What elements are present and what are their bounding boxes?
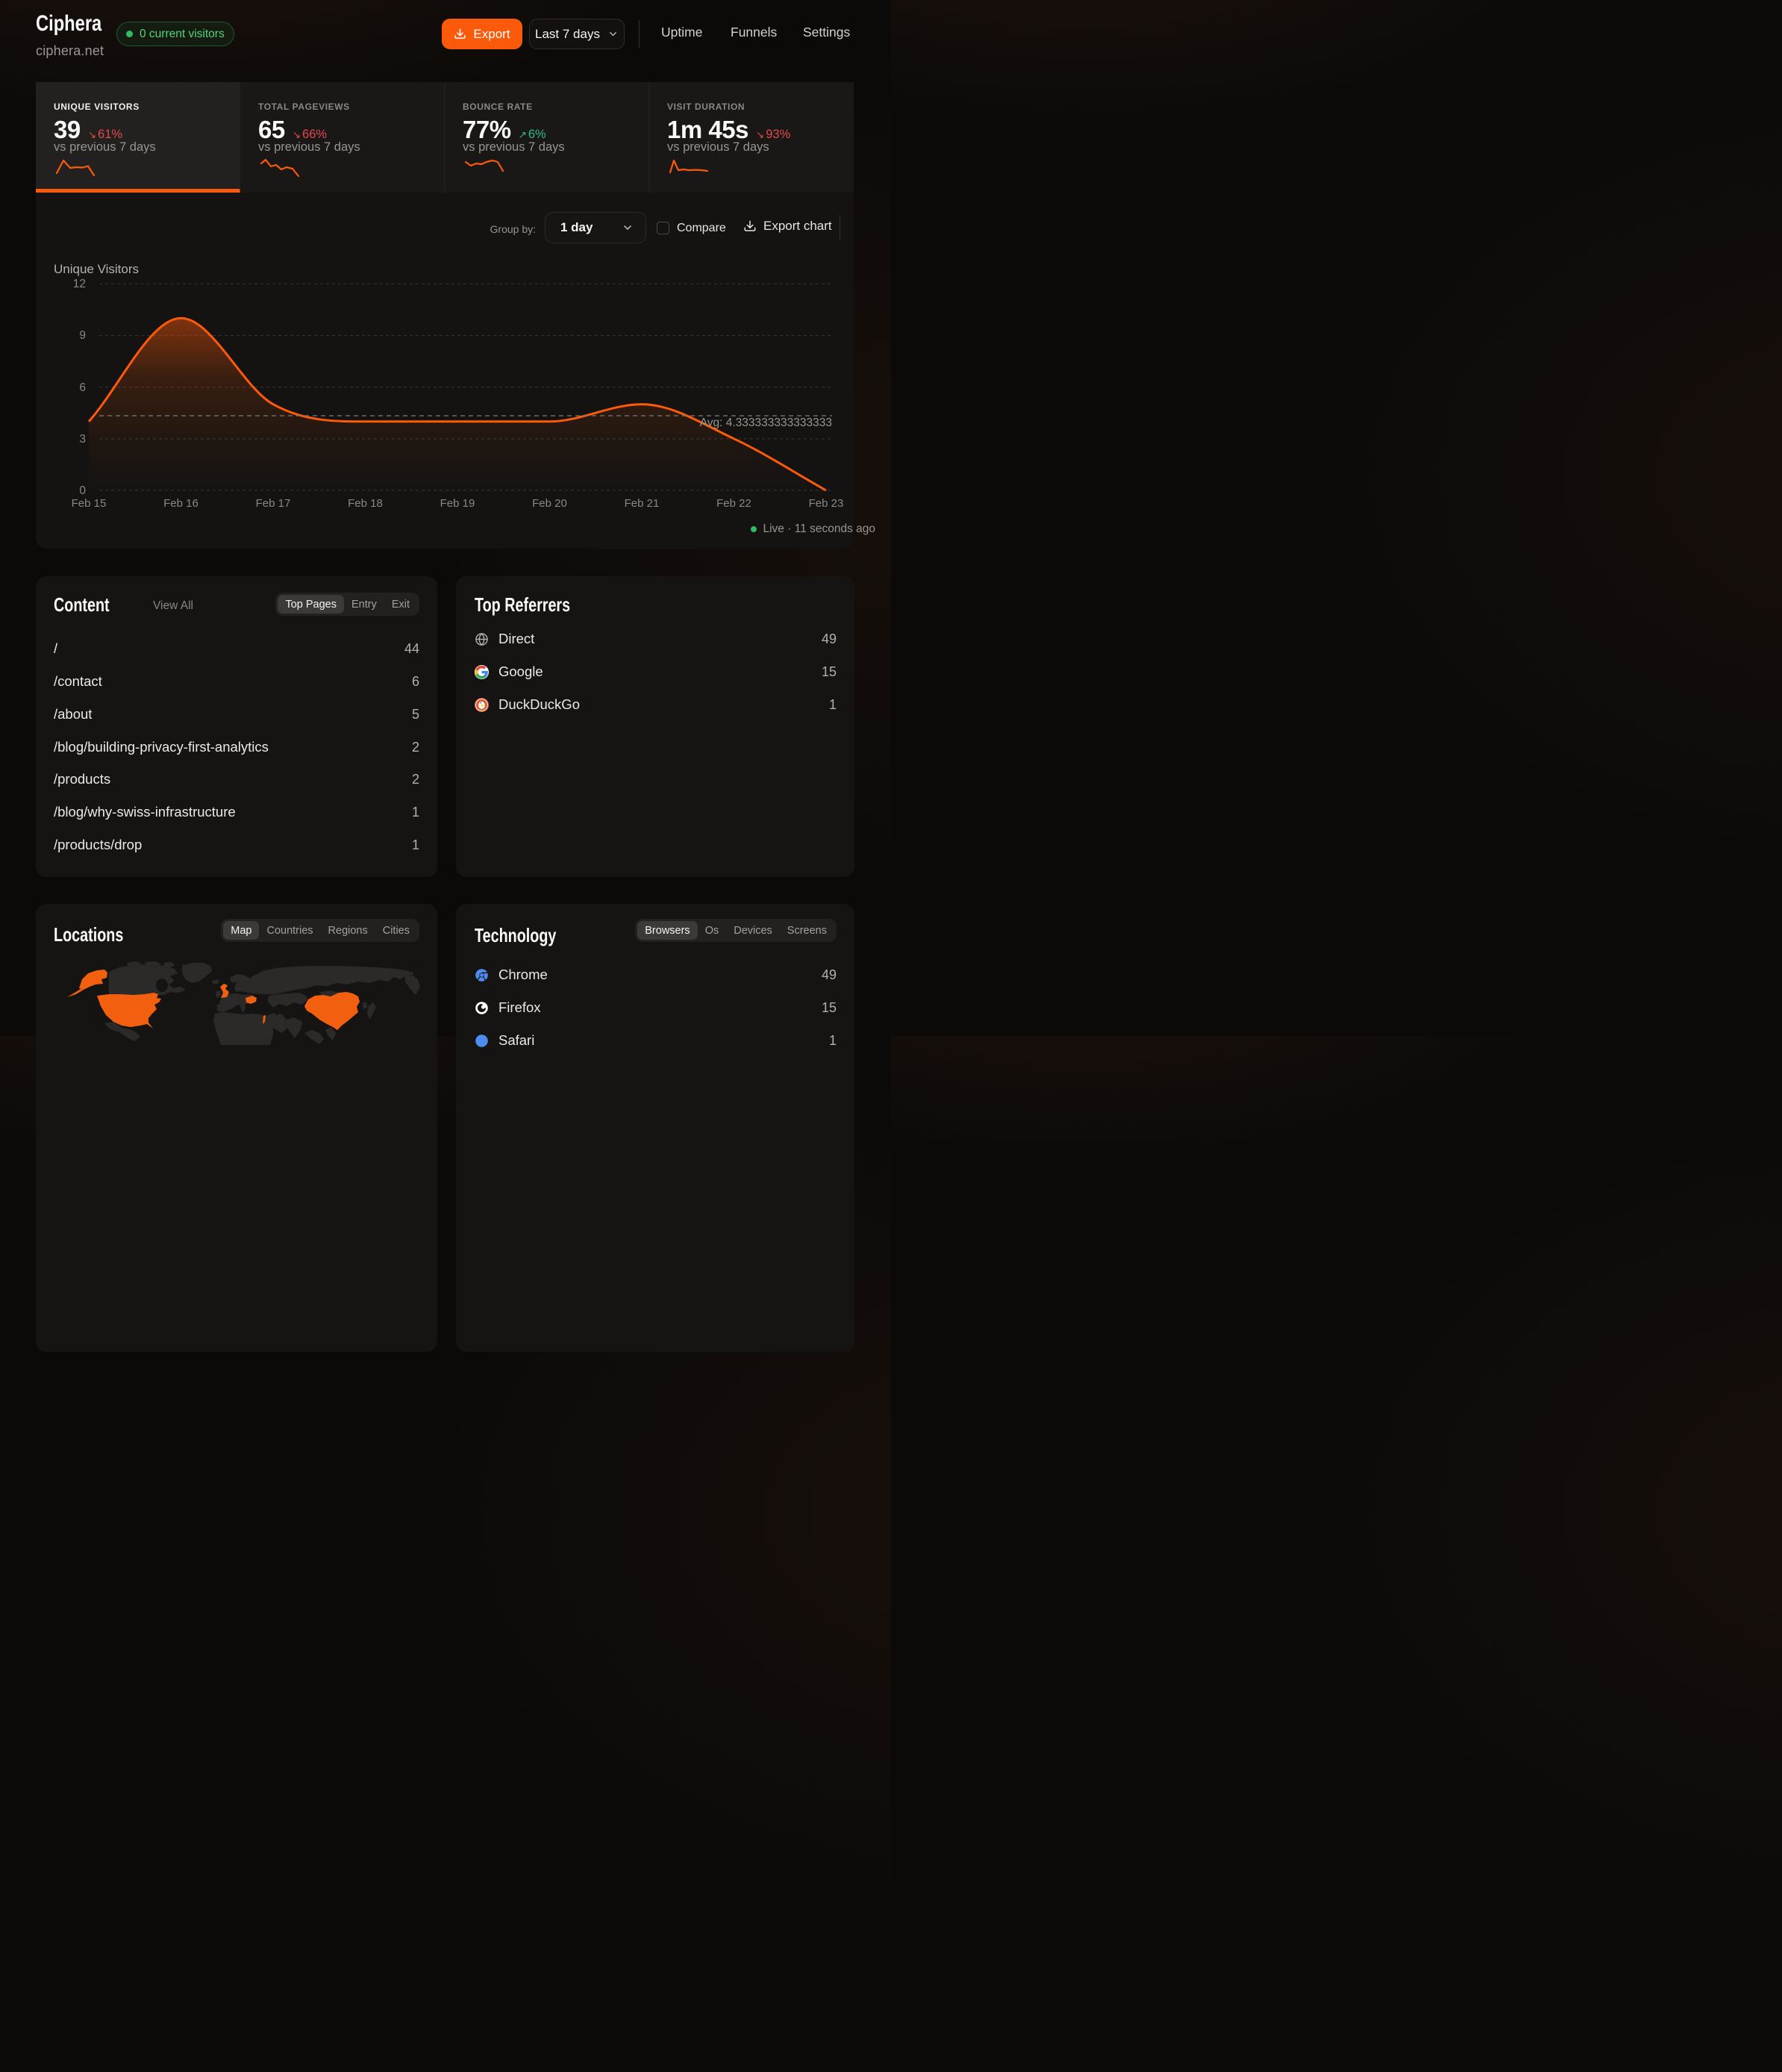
svg-text:Feb 17: Feb 17 <box>256 497 291 510</box>
svg-text:6: 6 <box>79 381 86 394</box>
svg-text:Feb 23: Feb 23 <box>809 497 844 510</box>
svg-text:Feb 22: Feb 22 <box>716 497 751 510</box>
svg-text:Feb 15: Feb 15 <box>72 497 107 510</box>
svg-text:Feb 19: Feb 19 <box>440 497 475 510</box>
svg-text:Feb 20: Feb 20 <box>532 497 567 510</box>
svg-text:3: 3 <box>79 433 86 446</box>
svg-text:9: 9 <box>79 329 86 342</box>
svg-text:12: 12 <box>73 278 86 290</box>
svg-text:Feb 21: Feb 21 <box>625 497 660 510</box>
svg-text:Avg: 4.333333333333333: Avg: 4.333333333333333 <box>700 416 832 429</box>
svg-text:Feb 16: Feb 16 <box>163 497 198 510</box>
svg-text:Feb 18: Feb 18 <box>348 497 383 510</box>
svg-text:0: 0 <box>79 484 86 497</box>
